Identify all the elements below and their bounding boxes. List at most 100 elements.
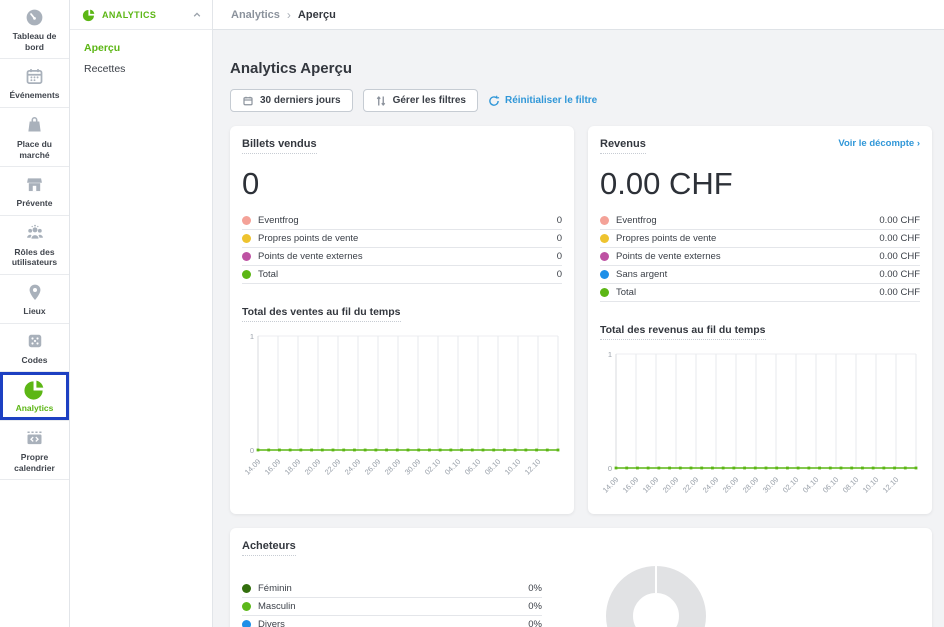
legend-row: Féminin 0%: [242, 580, 542, 599]
sidebar-item-label: Événements: [9, 90, 60, 101]
legend-value: 0.00 CHF: [879, 287, 920, 299]
card-title: Acheteurs: [242, 540, 296, 557]
svg-text:22.09: 22.09: [681, 475, 701, 495]
svg-text:20.09: 20.09: [661, 475, 681, 495]
page-title: Analytics Aperçu: [230, 60, 352, 77]
legend-color-dot: [600, 252, 609, 262]
legend-color-dot: [600, 234, 609, 244]
legend-label: Masculin: [258, 601, 296, 613]
sidebar-item-label: Rôles des utilisateurs: [11, 246, 58, 268]
svg-text:16.09: 16.09: [263, 457, 283, 477]
tickets-total-value: 0: [242, 166, 260, 201]
gauge-icon: [24, 6, 45, 28]
sidebar-item-label: Lieux: [23, 306, 46, 316]
buyers-donut-chart: [606, 566, 706, 627]
svg-text:24.09: 24.09: [701, 475, 721, 495]
chevron-right-icon: ›: [286, 7, 291, 22]
svg-text:30.09: 30.09: [403, 457, 423, 477]
filter-toolbar: 30 derniers jours Gérer les filtres Réin…: [230, 89, 932, 112]
svg-text:14.09: 14.09: [243, 457, 263, 477]
legend-color-dot: [242, 602, 251, 612]
legend-label: Points de vente externes: [616, 251, 721, 263]
submenu-title: ANALYTICS: [102, 9, 157, 20]
svg-text:22.09: 22.09: [323, 457, 343, 477]
calendar-icon: [24, 65, 45, 87]
breadcrumb: Analytics › Aperçu: [213, 0, 944, 30]
svg-text:24.09: 24.09: [343, 457, 363, 477]
svg-text:06.10: 06.10: [821, 475, 841, 495]
legend-value: 0: [556, 215, 562, 227]
legend-row: Total 0: [242, 266, 562, 285]
legend-label: Divers: [258, 619, 285, 627]
legend-color-dot: [242, 584, 251, 594]
svg-text:26.09: 26.09: [363, 457, 383, 477]
dice-icon: [25, 330, 45, 352]
submenu-header[interactable]: ANALYTICS: [70, 0, 212, 30]
svg-text:02.10: 02.10: [781, 475, 801, 495]
submenu-item-overview[interactable]: Aperçu: [84, 42, 121, 54]
sidebar-item-codes[interactable]: Codes: [0, 324, 69, 373]
chart-title: Total des revenus au fil du temps: [600, 324, 766, 341]
legend-value: 0.00 CHF: [879, 233, 920, 245]
svg-text:16.09: 16.09: [621, 475, 641, 495]
sidebar-item-own-calendar[interactable]: Propre calendrier: [0, 421, 69, 481]
sidebar-item-user-roles[interactable]: Rôles des utilisateurs: [0, 216, 69, 275]
sidebar-item-label: Analytics: [15, 403, 54, 414]
legend-color-dot: [242, 270, 251, 280]
sidebar-item-marketplace[interactable]: Place du marché: [0, 108, 69, 168]
buyers-card: Acheteurs Féminin 0% Masculin 0%: [230, 528, 932, 627]
sidebar-item-label: Tableau de bord: [12, 31, 57, 52]
sidebar-item-analytics[interactable]: Analytics: [0, 372, 69, 421]
sidebar-item-label: Codes: [21, 354, 48, 365]
card-title: Billets vendus: [242, 138, 317, 154]
reset-filter-link[interactable]: Réinitialiser le filtre: [488, 95, 597, 107]
legend-row: Points de vente externes 0: [242, 248, 562, 267]
legend-label: Points de vente externes: [258, 251, 363, 263]
legend-value: 0.00 CHF: [879, 269, 920, 281]
legend-value: 0.00 CHF: [879, 251, 920, 263]
legend-row: Propres points de vente 0: [242, 230, 562, 249]
svg-text:10.10: 10.10: [503, 457, 523, 477]
legend-row: Propres points de vente 0.00 CHF: [600, 230, 920, 249]
svg-text:12.10: 12.10: [523, 457, 543, 477]
legend-label: Total: [616, 287, 637, 299]
legend-value: 0.00 CHF: [879, 215, 920, 227]
sidebar-item-venues[interactable]: Lieux: [0, 275, 69, 324]
reset-filter-label: Réinitialiser le filtre: [504, 95, 598, 106]
legend-value: 0%: [528, 619, 542, 627]
svg-text:04.10: 04.10: [801, 475, 821, 495]
sliders-icon: [375, 95, 387, 107]
legend-color-dot: [600, 270, 609, 280]
legend-color-dot: [242, 252, 251, 262]
map-pin-icon: [25, 281, 45, 303]
legend-row: Points de vente externes 0.00 CHF: [600, 248, 920, 267]
date-range-button[interactable]: 30 derniers jours: [230, 89, 353, 112]
svg-text:0: 0: [608, 464, 612, 473]
sidebar-item-dashboard[interactable]: Tableau de bord: [0, 0, 69, 60]
legend-color-dot: [600, 216, 609, 226]
manage-filters-button[interactable]: Gérer les filtres: [362, 89, 478, 112]
legend-row: Total 0.00 CHF: [600, 284, 920, 303]
sidebar-item-label: Place du marché: [17, 138, 52, 160]
svg-text:02.10: 02.10: [423, 457, 443, 477]
chevron-up-icon[interactable]: [192, 10, 202, 20]
legend-label: Propres points de vente: [616, 233, 717, 245]
breadcrumb-parent[interactable]: Analytics: [231, 8, 280, 21]
sidebar-item-presale[interactable]: Prévente: [0, 167, 69, 216]
svg-text:04.10: 04.10: [443, 457, 463, 477]
svg-text:12.10: 12.10: [881, 475, 901, 495]
submenu-item-receipts[interactable]: Recettes: [84, 63, 126, 75]
legend-label: Propres points de vente: [258, 233, 359, 245]
legend-color-dot: [242, 234, 251, 244]
view-breakdown-link[interactable]: Voir le décompte ›: [838, 138, 920, 149]
card-title: Revenus: [600, 138, 646, 154]
svg-text:0: 0: [250, 446, 254, 455]
sidebar-item-events[interactable]: Événements: [0, 59, 69, 108]
legend-row: Eventfrog 0.00 CHF: [600, 212, 920, 231]
legend-label: Eventfrog: [616, 215, 657, 227]
content-area: Analytics Aperçu 30 derniers jours Gérer…: [213, 30, 944, 627]
legend-label: Total: [258, 269, 279, 281]
users-icon: [24, 222, 46, 244]
breadcrumb-current: Aperçu: [297, 8, 336, 21]
revenue-card: Revenus Voir le décompte › 0.00 CHF Even…: [588, 126, 932, 515]
